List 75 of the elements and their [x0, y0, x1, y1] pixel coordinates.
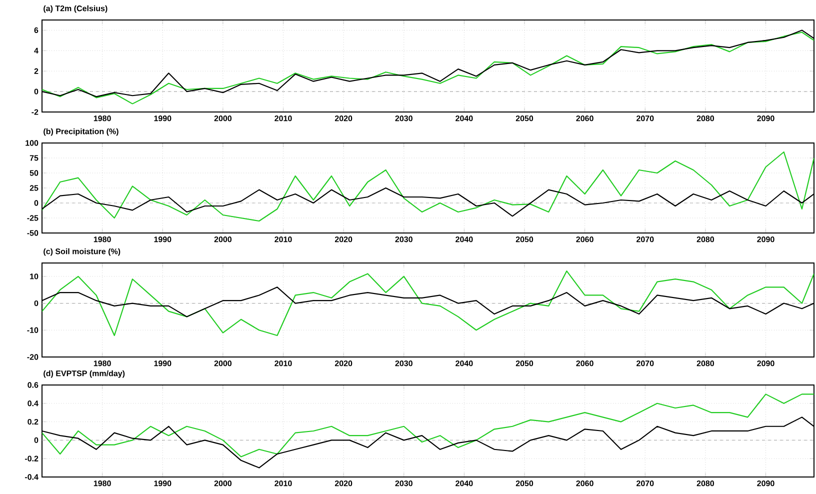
chart-title: (a) T2m (Celsius) — [44, 5, 108, 13]
y-tick-label: -25 — [27, 215, 38, 221]
x-tick-label: 2070 — [636, 360, 654, 366]
x-tick-label: 2020 — [334, 236, 352, 242]
x-tick-label: 2060 — [576, 236, 594, 242]
y-tick-label: -0.4 — [25, 474, 38, 480]
x-tick-label: 2080 — [696, 360, 714, 366]
x-tick-label: 2060 — [576, 116, 594, 122]
x-tick-label: 2090 — [757, 236, 774, 242]
x-tick-label: 2090 — [757, 116, 774, 122]
chart-title: (c) Soil moisture (%) — [44, 248, 120, 256]
y-tick-label: 75 — [30, 155, 38, 161]
y-tick-label: -20 — [27, 354, 38, 360]
x-tick-label: 2050 — [516, 360, 534, 366]
y-tick-label: 6 — [34, 27, 38, 34]
y-tick-label: 50 — [30, 170, 38, 176]
x-tick-label: 1980 — [94, 480, 111, 486]
y-tick-label: 0 — [34, 300, 38, 306]
x-tick-label: 2000 — [214, 116, 232, 122]
x-tick-label: 2050 — [516, 480, 534, 486]
x-tick-label: 1990 — [154, 236, 172, 242]
x-tick-label: 1980 — [94, 360, 111, 366]
x-tick-label: 1980 — [94, 236, 111, 242]
y-tick-label: -50 — [27, 230, 38, 236]
x-tick-label: 2010 — [274, 116, 292, 122]
x-tick-label: 2070 — [636, 116, 654, 122]
x-tick-label: 2070 — [636, 480, 654, 486]
y-tick-label: -2 — [32, 109, 38, 115]
x-tick-label: 2080 — [696, 116, 714, 122]
y-tick-label: 4 — [34, 48, 38, 54]
y-tick-label: 10 — [30, 274, 38, 280]
x-tick-label: 2050 — [516, 236, 534, 242]
x-tick-label: 2010 — [274, 236, 292, 242]
y-tick-label: 0 — [34, 437, 38, 444]
x-tick-label: 1990 — [154, 116, 172, 122]
x-tick-label: 2080 — [696, 236, 714, 242]
x-tick-label: 2010 — [274, 360, 292, 366]
x-tick-label: 2060 — [576, 480, 594, 486]
y-tick-label: 0 — [34, 200, 38, 206]
y-tick-label: 0.2 — [28, 418, 38, 425]
line-series — [42, 270, 814, 336]
y-tick-label: 2 — [34, 68, 38, 74]
x-tick-label: 1990 — [154, 360, 172, 366]
x-tick-label: 2040 — [456, 236, 473, 242]
x-tick-label: 2070 — [636, 236, 654, 242]
y-tick-label: 0 — [34, 88, 38, 94]
x-tick-label: 2000 — [214, 236, 232, 242]
y-tick-label: -0.2 — [25, 456, 38, 462]
x-tick-label: 2040 — [456, 360, 473, 366]
y-tick-label: 0.6 — [28, 382, 38, 388]
x-tick-label: 2000 — [214, 360, 232, 366]
y-tick-label: 100 — [26, 140, 38, 146]
x-tick-label: 2020 — [334, 116, 352, 122]
x-tick-label: 2060 — [576, 360, 594, 366]
y-tick-label: -10 — [27, 327, 38, 333]
x-tick-label: 1990 — [154, 480, 172, 486]
x-tick-label: 2050 — [516, 116, 534, 122]
x-tick-label: 2030 — [395, 236, 412, 242]
x-tick-label: 2010 — [274, 480, 292, 486]
x-tick-label: 2020 — [334, 480, 352, 486]
x-tick-label: 2040 — [456, 480, 473, 486]
x-tick-label: 2030 — [395, 360, 412, 366]
chart-title: (d) EVPTSP (mm/day) — [44, 370, 125, 378]
x-tick-label: 2000 — [214, 480, 232, 486]
x-tick-label: 2030 — [395, 480, 412, 486]
x-tick-label: 2080 — [696, 480, 714, 486]
x-tick-label: 2090 — [757, 480, 774, 486]
x-tick-label: 2090 — [757, 360, 774, 366]
x-tick-label: 2040 — [456, 116, 473, 122]
y-tick-label: 0.4 — [28, 400, 38, 406]
y-tick-label: 25 — [30, 185, 38, 191]
x-tick-label: 1980 — [94, 116, 111, 122]
x-tick-label: 2030 — [395, 116, 412, 122]
chart-title: (b) Precipitation (%) — [44, 128, 118, 136]
x-tick-label: 2020 — [334, 360, 352, 366]
